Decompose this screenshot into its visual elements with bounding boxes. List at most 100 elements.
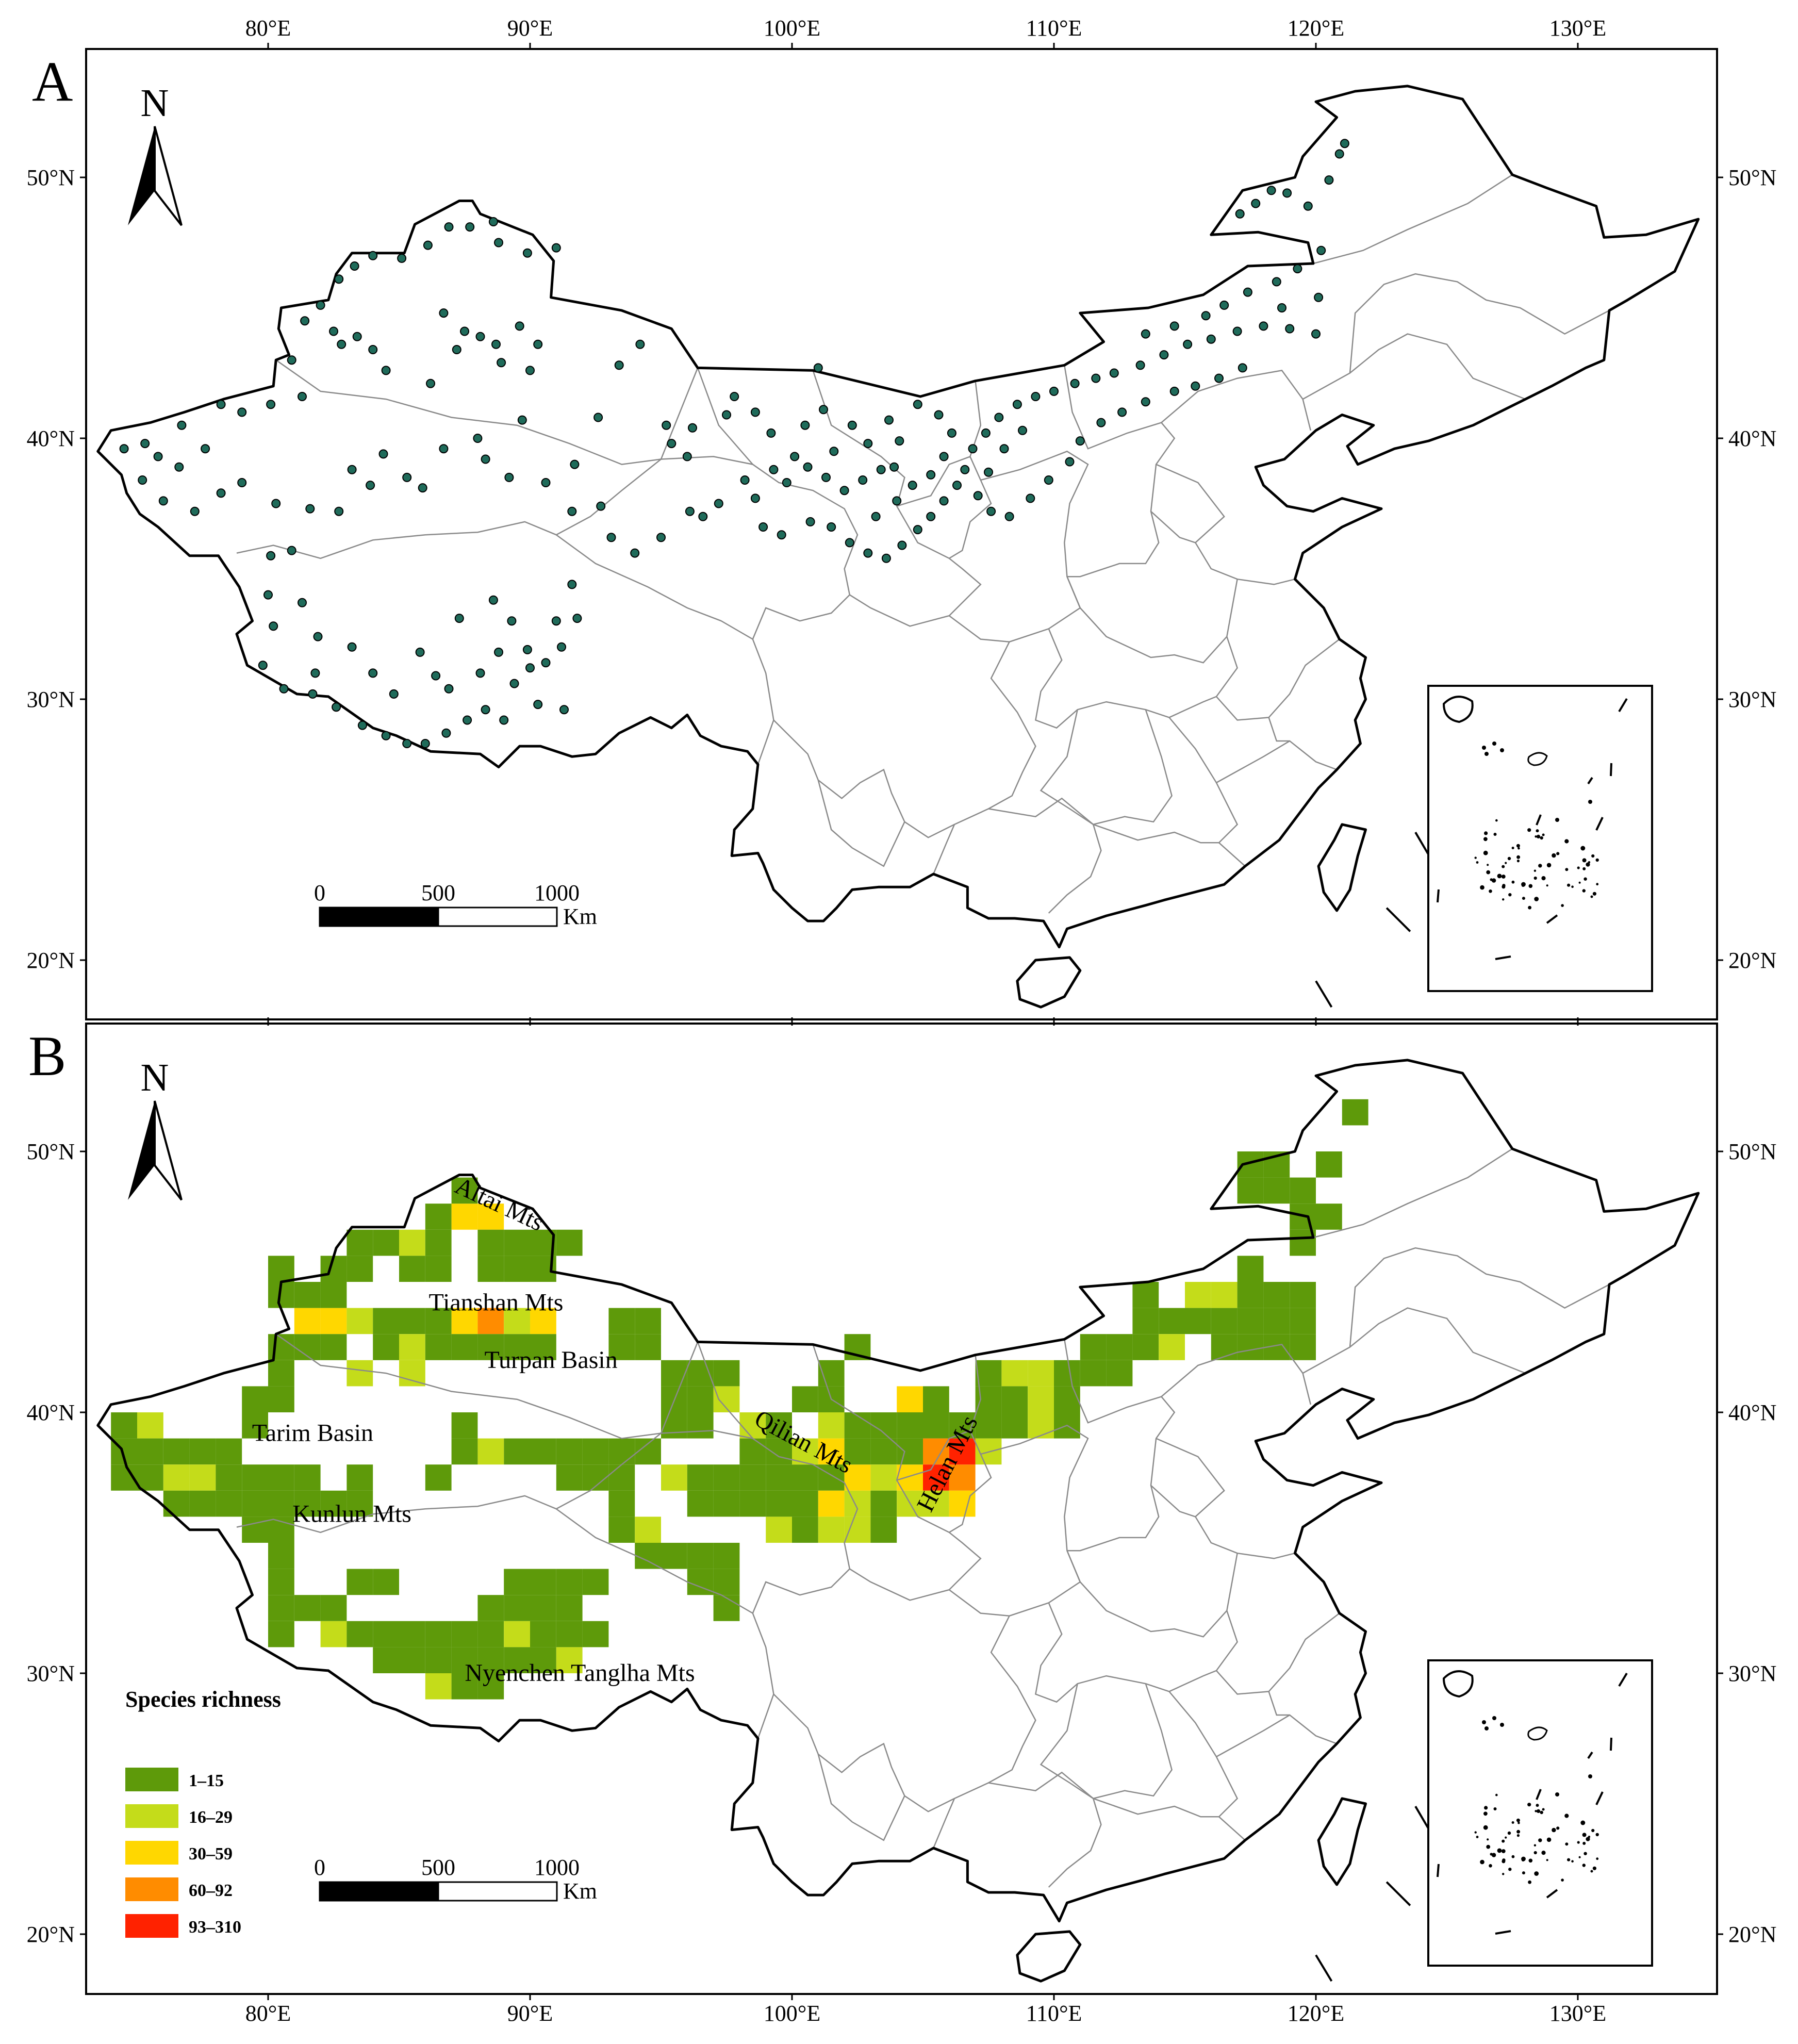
province-boundary xyxy=(275,359,699,465)
inset-island xyxy=(1491,1853,1496,1857)
richness-cell xyxy=(530,1438,556,1465)
inset-island xyxy=(1507,856,1511,861)
richness-cell xyxy=(242,1490,268,1517)
inset-dash xyxy=(1495,1930,1511,1935)
taiwan-outline xyxy=(1317,823,1367,912)
richness-cell xyxy=(1263,1282,1290,1308)
province-boundary xyxy=(969,1355,982,1431)
inset-island xyxy=(1577,1841,1580,1844)
province-boundary xyxy=(817,780,905,867)
occurrence-point xyxy=(871,512,881,521)
occurrence-point xyxy=(939,452,949,461)
scale-bar-tick-label: 500 xyxy=(421,880,455,905)
occurrence-point xyxy=(541,478,551,487)
richness-cell xyxy=(373,1621,399,1647)
richness-cell xyxy=(268,1516,294,1543)
richness-cell xyxy=(1211,1282,1238,1308)
occurrence-point xyxy=(1282,188,1292,198)
richness-cell xyxy=(608,1490,635,1517)
inset-island xyxy=(1501,1849,1506,1853)
richness-cell xyxy=(137,1412,163,1439)
occurrence-point xyxy=(415,647,425,657)
occurrence-point xyxy=(1159,350,1169,360)
richness-cell xyxy=(294,1490,321,1517)
inset-island xyxy=(1528,905,1532,910)
richness-cell xyxy=(425,1464,452,1491)
richness-cell xyxy=(713,1360,740,1387)
inset-island xyxy=(1592,892,1596,896)
richness-cell xyxy=(373,1334,399,1360)
richness-cell xyxy=(897,1386,923,1412)
richness-cell xyxy=(661,1543,687,1569)
occurrence-point xyxy=(1141,397,1150,407)
occurrence-point xyxy=(1334,149,1344,159)
occurrence-point xyxy=(897,540,907,550)
inset-island xyxy=(1487,864,1489,866)
inset-island xyxy=(1476,1836,1479,1838)
legend-swatch xyxy=(125,1914,178,1938)
richness-cell xyxy=(582,1569,609,1595)
occurrence-point xyxy=(593,413,603,422)
richness-cell xyxy=(818,1464,845,1491)
richness-cell xyxy=(1290,1177,1316,1204)
inset-island xyxy=(1533,876,1537,880)
occurrence-point xyxy=(266,551,276,561)
occurrence-point xyxy=(201,444,210,454)
occurrence-point xyxy=(819,405,828,415)
richness-cell xyxy=(687,1543,714,1569)
richness-cell xyxy=(556,1621,583,1647)
scale-bar-unit: Km xyxy=(563,1878,597,1904)
richness-cell xyxy=(1028,1360,1054,1387)
richness-cell xyxy=(504,1334,530,1360)
occurrence-point xyxy=(1049,386,1059,396)
inset-island xyxy=(1516,1818,1520,1822)
inset-island xyxy=(1516,860,1520,863)
richness-cell xyxy=(477,1334,504,1360)
occurrence-point xyxy=(1070,378,1080,388)
occurrence-point xyxy=(570,459,580,469)
inset-island xyxy=(1591,1828,1595,1833)
richness-cell xyxy=(556,1595,583,1621)
occurrence-point xyxy=(452,345,461,354)
occurrence-point xyxy=(805,517,815,526)
inset-island xyxy=(1522,897,1525,900)
occurrence-point xyxy=(1214,373,1224,383)
occurrence-point xyxy=(494,238,503,248)
scale-bar-outline xyxy=(319,1881,558,1902)
inset-island xyxy=(1567,883,1571,887)
richness-cell xyxy=(792,1516,818,1543)
richness-cell xyxy=(268,1595,294,1621)
richness-cell xyxy=(818,1438,845,1465)
occurrence-point xyxy=(1201,311,1211,321)
occurrence-point xyxy=(662,420,671,430)
inset-island xyxy=(1482,746,1486,750)
richness-cell xyxy=(189,1490,216,1517)
panel-b-frame xyxy=(85,1023,1718,1995)
occurrence-point xyxy=(863,439,873,449)
occurrence-point xyxy=(444,684,454,694)
inset-island xyxy=(1588,800,1592,804)
longitude-label-top: 90°E xyxy=(507,15,553,41)
richness-cell xyxy=(870,1412,897,1439)
richness-grid-layer xyxy=(111,1099,1368,1700)
richness-cell xyxy=(347,1621,373,1647)
occurrence-point xyxy=(614,360,624,370)
occurrence-point xyxy=(1340,139,1349,149)
richness-cell xyxy=(294,1464,321,1491)
richness-cell xyxy=(897,1412,923,1439)
occurrence-point xyxy=(378,449,388,459)
richness-cell xyxy=(713,1490,740,1517)
inset-island xyxy=(1546,863,1552,868)
occurrence-point xyxy=(494,647,503,657)
inset-island xyxy=(1527,1803,1531,1807)
inset-island xyxy=(1482,1720,1486,1724)
latitude-label-right: 20°N xyxy=(1728,948,1776,973)
richness-cell xyxy=(687,1412,714,1439)
inset-island xyxy=(1476,861,1479,864)
inset-island xyxy=(1595,858,1599,862)
occurrence-point xyxy=(1141,329,1150,339)
inset-island xyxy=(1580,846,1586,851)
occurrence-point xyxy=(1018,425,1027,435)
inset-island xyxy=(1502,865,1505,868)
